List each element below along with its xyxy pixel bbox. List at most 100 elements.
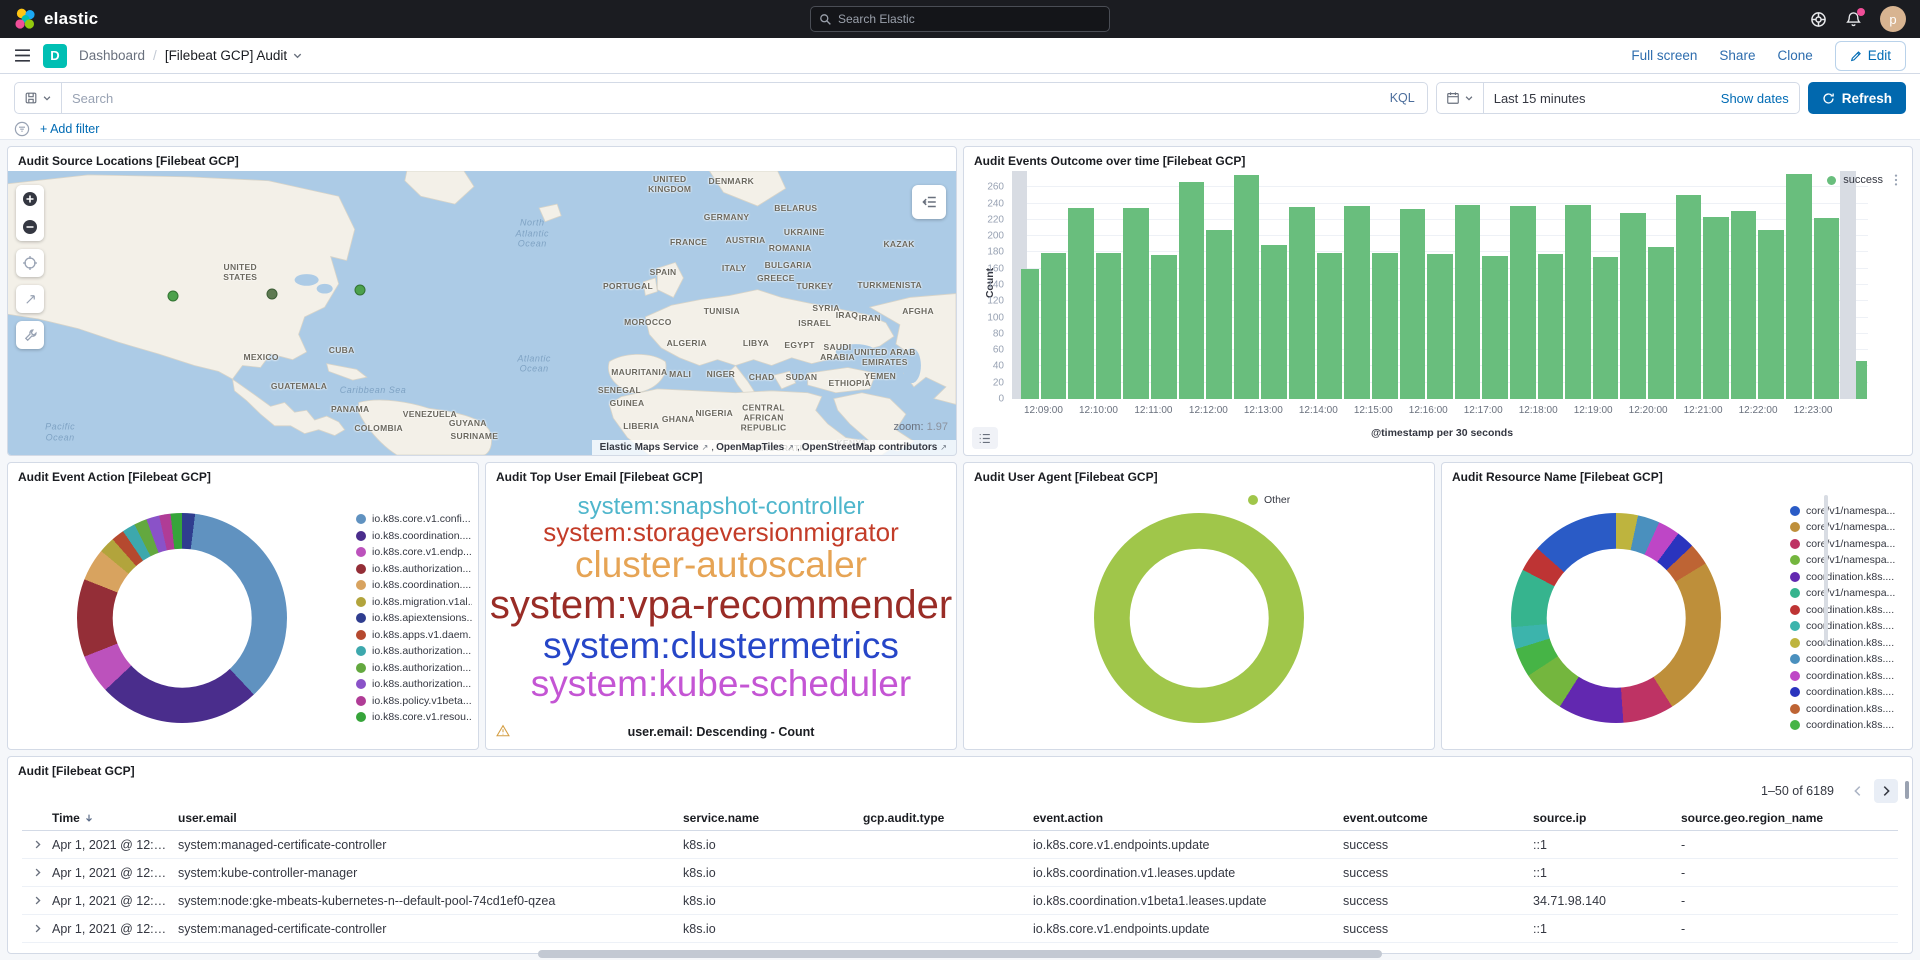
legend-item[interactable]: io.k8s.authorization....	[356, 662, 472, 674]
histogram-bar[interactable]	[1730, 171, 1758, 399]
query-input[interactable]: Search	[72, 90, 114, 106]
histogram-bar[interactable]	[1233, 171, 1261, 399]
legend-item[interactable]: Other	[1248, 494, 1364, 506]
map-tools-button[interactable]	[16, 321, 44, 349]
legend-item[interactable]: io.k8s.authorization....	[356, 563, 472, 575]
table-vertical-scrollbar[interactable]	[1905, 781, 1909, 799]
refresh-button[interactable]: Refresh	[1807, 82, 1906, 114]
legend-item[interactable]: io.k8s.core.v1.confi...	[356, 513, 472, 525]
add-filter-button[interactable]: + Add filter	[40, 122, 100, 136]
legend-item[interactable]: io.k8s.apiextensions...	[356, 612, 472, 624]
legend-item[interactable]: coordination.k8s....	[1790, 686, 1906, 698]
page-title[interactable]: [Filebeat GCP] Audit	[165, 48, 303, 63]
histogram-bar[interactable]	[1178, 171, 1206, 399]
legend-item[interactable]: coordination.k8s....	[1790, 670, 1906, 682]
legend-scrollbar[interactable]	[1824, 495, 1828, 645]
legend-item[interactable]: io.k8s.authorization....	[356, 645, 472, 657]
legend-item[interactable]: core/v1/namespa...	[1790, 538, 1906, 550]
warning-icon[interactable]	[496, 724, 510, 737]
map-data-point[interactable]	[167, 290, 179, 302]
column-header-event-action[interactable]: event.action	[1033, 811, 1343, 825]
row-expand-button[interactable]	[22, 895, 52, 906]
legend-item[interactable]: core/v1/namespa...	[1790, 587, 1906, 599]
map-attribution-link[interactable]: Elastic Maps Service	[599, 442, 699, 453]
panel-title[interactable]: Audit Event Action [Filebeat GCP]	[18, 470, 211, 484]
panel-title[interactable]: Audit Source Locations [Filebeat GCP]	[18, 154, 239, 168]
histogram-bar[interactable]	[1371, 171, 1399, 399]
histogram-bar[interactable]	[1564, 171, 1592, 399]
resource-name-donut-chart[interactable]	[1511, 513, 1721, 723]
map-zoom-out-button[interactable]	[16, 213, 44, 241]
legend-item[interactable]: coordination.k8s....	[1790, 571, 1906, 583]
user-avatar[interactable]: p	[1880, 6, 1906, 32]
histogram-bar[interactable]	[1647, 171, 1675, 399]
world-map[interactable]: UNITED STATES MEXICO CUBA GUATEMALA PANAMA CO…	[8, 171, 956, 455]
legend-item[interactable]: io.k8s.apps.v1.daem...	[356, 629, 472, 641]
global-search-input[interactable]: Search Elastic	[810, 6, 1110, 32]
saved-query-menu-button[interactable]	[15, 83, 62, 113]
histogram-bar[interactable]	[1509, 171, 1537, 399]
horizontal-scrollbar[interactable]	[537, 950, 1383, 958]
legend-item[interactable]: coordination.k8s....	[1790, 703, 1906, 715]
event-action-donut-chart[interactable]	[77, 513, 287, 723]
time-range-value[interactable]: Last 15 minutes	[1493, 90, 1586, 106]
show-dates-button[interactable]: Show dates	[1720, 90, 1789, 106]
histogram-bar[interactable]	[1067, 171, 1095, 399]
panel-title[interactable]: Audit [Filebeat GCP]	[18, 764, 135, 778]
date-quick-menu-button[interactable]	[1437, 83, 1484, 113]
histogram-bar[interactable]	[1619, 171, 1647, 399]
map-zoom-in-button[interactable]	[16, 185, 44, 213]
legend-item[interactable]: io.k8s.core.v1.endp...	[356, 546, 472, 558]
row-expand-button[interactable]	[22, 923, 52, 934]
histogram-bar[interactable]	[1426, 171, 1454, 399]
histogram-bar[interactable]	[1316, 171, 1344, 399]
map-data-point[interactable]	[266, 288, 278, 300]
legend-item[interactable]: io.k8s.core.v1.resou...	[356, 711, 472, 723]
row-expand-button[interactable]	[22, 839, 52, 850]
legend-item[interactable]: core/v1/namespa...	[1790, 505, 1906, 517]
inspect-data-button[interactable]	[972, 427, 998, 449]
legend-item[interactable]: coordination.k8s....	[1790, 620, 1906, 632]
histogram-bar[interactable]	[1813, 171, 1841, 399]
map-set-view-button[interactable]	[16, 249, 44, 277]
kql-search-box[interactable]: Search KQL	[14, 82, 1428, 114]
map-attribution-link[interactable]: OpenStreetMap contributors	[801, 442, 938, 453]
column-header-source-ip[interactable]: source.ip	[1533, 811, 1681, 825]
kql-language-button[interactable]: KQL	[1389, 91, 1415, 105]
next-page-button[interactable]	[1874, 779, 1898, 803]
tag-cloud-word[interactable]: system:snapshot-controller	[577, 492, 865, 520]
panel-title[interactable]: Audit Resource Name [Filebeat GCP]	[1452, 470, 1663, 484]
legend-item[interactable]: io.k8s.coordination....	[356, 530, 472, 542]
legend-item[interactable]: core/v1/namespa...	[1790, 521, 1906, 533]
menu-hamburger-icon[interactable]	[14, 48, 31, 63]
histogram-bar[interactable]	[1481, 171, 1509, 399]
legend-item[interactable]: coordination.k8s....	[1790, 604, 1906, 616]
clone-button[interactable]: Clone	[1777, 48, 1813, 63]
table-row[interactable]: Apr 1, 2021 @ 12:23:35.855system:kube-co…	[22, 859, 1898, 887]
legend-item[interactable]: io.k8s.coordination....	[356, 579, 472, 591]
map-measure-button[interactable]	[16, 285, 44, 313]
histogram-bar[interactable]	[1205, 171, 1233, 399]
legend-item[interactable]: coordination.k8s....	[1790, 637, 1906, 649]
full-screen-button[interactable]: Full screen	[1631, 48, 1698, 63]
tag-cloud-word[interactable]: system:kube-scheduler	[530, 663, 912, 705]
histogram-bar[interactable]	[1040, 171, 1068, 399]
histogram-bar[interactable]	[1702, 171, 1730, 399]
kebab-menu-icon[interactable]	[1890, 173, 1902, 187]
panel-title[interactable]: Audit User Agent [Filebeat GCP]	[974, 470, 1158, 484]
edit-button[interactable]: Edit	[1834, 40, 1906, 71]
column-header-event-outcome[interactable]: event.outcome	[1343, 811, 1533, 825]
column-header-source-geo-region-name[interactable]: source.geo.region_name	[1681, 811, 1898, 825]
histogram-bar[interactable]	[1675, 171, 1703, 399]
legend-item[interactable]: io.k8s.authorization....	[356, 678, 472, 690]
histogram-bar[interactable]	[1840, 171, 1868, 399]
histogram-bar[interactable]	[1757, 171, 1785, 399]
histogram-bar[interactable]	[1260, 171, 1288, 399]
filter-icon[interactable]	[14, 121, 30, 137]
legend-item-success[interactable]: success	[1843, 174, 1883, 186]
histogram-bar[interactable]	[1454, 171, 1482, 399]
histogram-bar[interactable]	[1399, 171, 1427, 399]
histogram-bar[interactable]	[1592, 171, 1620, 399]
help-button[interactable]	[1810, 11, 1827, 28]
column-header-service-name[interactable]: service.name	[683, 811, 863, 825]
